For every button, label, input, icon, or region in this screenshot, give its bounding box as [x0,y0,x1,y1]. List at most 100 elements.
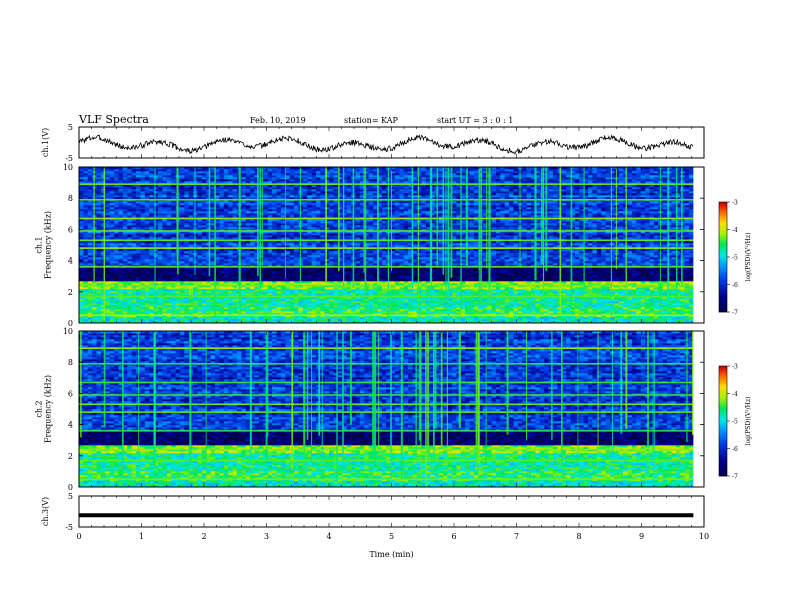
spectrogram-cell [628,303,633,305]
spectrogram-cell [452,301,457,303]
spectrogram-cell [535,307,540,309]
spectrogram-cell [584,309,589,311]
spectrogram-cell [623,301,628,303]
spectrogram-cell [114,303,119,305]
spectrogram-cell [413,317,418,319]
spectrogram-cell [649,309,654,311]
spectrogram-cell [399,303,404,305]
spectrogram-cell [88,299,93,301]
spectrogram-cell [351,309,356,311]
spectrogram-cell [544,311,549,313]
spectrogram-cell [641,305,646,307]
spectrogram-cell [443,307,448,309]
spectrogram-cell [97,301,102,303]
spectrogram-cell [228,299,233,301]
spectrogram-cell [250,303,255,305]
spectrogram-cell [426,309,431,311]
spectrogram-cell [522,311,527,313]
spectrogram-cell [680,307,685,309]
spectrogram-cell [645,319,650,321]
spectrogram-cell [369,301,374,303]
spectrogram-cell [83,305,88,307]
spectrogram-cell [171,307,176,309]
spectrogram-cell [509,305,514,307]
spectrogram-cell [316,319,321,321]
spectrogram-cell [654,317,659,319]
spectrogram-cell [377,301,382,303]
spectrogram-cell [92,301,97,303]
spectrogram-cell [360,311,365,313]
spectrogram-cell [667,317,672,319]
spectrogram-cell [588,301,593,303]
spectrogram-cell [276,303,281,305]
spectrogram-cell [452,317,457,319]
spectrogram-cell [132,299,137,301]
spectrogram-cell [654,309,659,311]
spectrogram-cell [259,307,264,309]
spectrogram-cell [566,309,571,311]
spectrogram-cell [456,307,461,309]
spectrogram-cell [92,299,97,301]
spectrogram-cell [307,319,312,321]
spectrogram-cell [527,305,532,307]
spectrogram-cell [404,311,409,313]
spectrogram-cell [382,303,387,305]
spectrogram-cell [285,317,290,319]
spectrogram-cell [255,319,260,321]
spectrogram-cell [680,311,685,313]
spectrogram-cell [623,317,628,319]
spectrogram-cell [382,319,387,321]
spectrogram-cell [619,309,624,311]
spectrogram-cell [628,305,633,307]
spectrogram-cell [83,319,88,321]
spectrogram-cell [566,301,571,303]
spectrogram-cell [268,319,273,321]
spectrogram-cell [465,303,470,305]
spectrogram-cell [154,303,159,305]
spectrogram-cell [474,319,479,321]
spectrogram-cell [228,309,233,311]
spectrogram-cell [671,311,676,313]
spectrogram-cell [294,319,299,321]
spectrogram-cell [329,301,334,303]
spectrogram-cell [509,319,514,321]
spectrogram-cell [167,309,172,311]
spectrogram-cell [140,301,145,303]
spectrogram-cell [671,317,676,319]
spectrogram-cell [649,307,654,309]
spectrogram-cell [518,305,523,307]
spectrogram-cell [553,311,558,313]
spectrogram-cell [535,309,540,311]
spectrogram-cell [531,307,536,309]
spectrogram-cell [184,319,189,321]
spectrogram-cell [162,305,167,307]
spectrogram-cell [509,307,514,309]
spectrogram-cell [88,317,93,319]
spectrogram-cell [281,311,286,313]
spectrogram-cell [579,301,584,303]
spectrogram-cell [610,301,615,303]
spectrogram-cell [373,317,378,319]
spectrogram-cell [676,317,681,319]
spectrogram-cell [211,319,216,321]
spectrogram-cell [347,305,352,307]
spectrogram-cell [557,317,562,319]
spectrogram-cell [127,303,132,305]
spectrogram-cell [290,303,295,305]
spectrogram-cell [421,311,426,313]
spectrogram-cell [114,299,119,301]
spectrogram-cell [136,301,141,303]
spectrogram-cell [312,311,317,313]
spectrogram-cell [114,301,119,303]
spectrogram-cell [579,311,584,313]
spectrogram-cell [413,307,418,309]
spectrogram-cell [298,309,303,311]
spectrogram-cell [628,311,633,313]
spectrogram-cell [202,303,207,305]
spectrogram-cell [452,307,457,309]
spectrogram-cell [110,307,115,309]
spectrogram-cell [119,319,124,321]
spectrogram-cell [610,311,615,313]
spectrogram-cell [255,309,260,311]
spectrogram-cell [312,307,317,309]
